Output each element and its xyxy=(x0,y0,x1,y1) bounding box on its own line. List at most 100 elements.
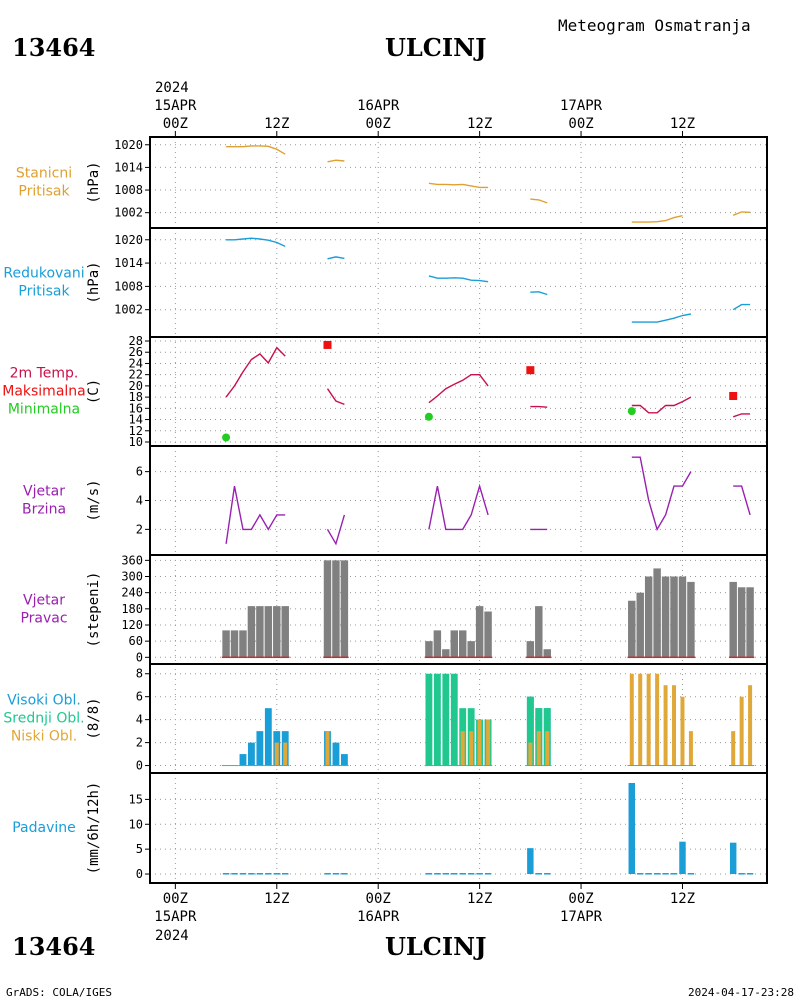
panel-label: Padavine xyxy=(12,820,76,836)
y-tick-label: 14 xyxy=(129,413,143,427)
x-hour-label-bottom: 12Z xyxy=(264,891,289,907)
cloud-mid-bar xyxy=(526,696,534,766)
wind-direction-bar xyxy=(230,630,239,658)
cloud-low-bar xyxy=(646,673,651,766)
y-tick-label: 1002 xyxy=(114,303,143,317)
wind-direction-bar xyxy=(729,581,737,658)
x-date-label-bottom: 17APR xyxy=(560,909,603,925)
y-tick-label: 2 xyxy=(136,522,143,536)
y-tick-label: 22 xyxy=(129,368,143,382)
cloud-low-bar xyxy=(739,696,744,766)
panel-label: 2m Temp. xyxy=(10,366,79,382)
y-tick-label: 1014 xyxy=(114,256,143,270)
panel-label: Redukovani xyxy=(3,266,84,282)
series-line xyxy=(225,485,286,544)
precip-bar xyxy=(239,873,247,875)
series-line xyxy=(530,291,548,296)
panel-frame xyxy=(149,772,768,884)
y-tick-label: 1020 xyxy=(114,233,143,247)
y-tick-label: 4 xyxy=(136,494,143,508)
wind-direction-bar xyxy=(636,592,644,658)
wind-direction-bar xyxy=(526,641,535,658)
panel-label: Vjetar xyxy=(23,484,65,500)
wind-direction-bar xyxy=(281,606,289,658)
precip-bar xyxy=(434,873,441,875)
precip-bar xyxy=(265,873,272,875)
series-line xyxy=(226,237,286,248)
precip-bar xyxy=(467,873,475,875)
series-line xyxy=(327,256,345,260)
series-line xyxy=(631,396,692,414)
min-temp-marker xyxy=(222,433,231,442)
y-tick-label: 6 xyxy=(136,690,143,704)
wind-direction-bar xyxy=(687,581,695,658)
wind-direction-bar xyxy=(535,606,543,658)
panel-label: Maksimalna xyxy=(2,384,86,400)
x-hour-label-bottom: 12Z xyxy=(467,891,492,907)
y-tick-label: 0 xyxy=(136,759,143,773)
panel-frame xyxy=(149,227,768,338)
panel-label: Stanicni xyxy=(16,166,72,182)
wind-direction-bar xyxy=(746,587,754,658)
panel-label: Visoki Obl. xyxy=(7,693,81,709)
y-tick-label: 6 xyxy=(136,465,143,479)
cloud-mid-bar xyxy=(433,673,441,766)
series-line xyxy=(226,145,286,155)
y-tick-label: 1014 xyxy=(114,160,143,174)
max-temp-marker xyxy=(729,391,738,400)
y-tick-label: 18 xyxy=(129,390,143,404)
x-hour-label-top: 12Z xyxy=(264,116,289,132)
series-line xyxy=(530,405,548,408)
station-name-bottom: ULCINJ xyxy=(385,932,486,961)
cloud-low-bar xyxy=(629,673,634,766)
wind-direction-bar xyxy=(433,630,442,658)
precip-bar xyxy=(341,873,348,875)
y-tick-label: 8 xyxy=(136,667,143,681)
precip-bar xyxy=(273,873,281,875)
precip-bar xyxy=(256,873,264,875)
y-axis-unit-label: (m/s) xyxy=(86,479,102,521)
cloud-low-bar xyxy=(477,719,482,766)
max-temp-marker xyxy=(323,340,332,349)
series-line xyxy=(530,198,548,204)
precip-bar xyxy=(738,873,745,875)
cloud-high-bar xyxy=(256,731,264,766)
x-hour-label-top: 00Z xyxy=(568,116,593,132)
wind-direction-bar xyxy=(737,587,746,658)
precip-bar xyxy=(662,873,669,875)
y-tick-label: 20 xyxy=(129,379,143,393)
y-tick-label: 10 xyxy=(129,817,143,831)
series-line xyxy=(326,388,345,406)
wind-direction-bar xyxy=(628,600,636,658)
precip-bar xyxy=(484,873,492,875)
series-line xyxy=(631,215,683,223)
y-tick-label: 4 xyxy=(136,713,143,727)
wind-direction-bar xyxy=(323,560,332,658)
cloud-high-bar xyxy=(264,708,272,766)
cloud-high-bar xyxy=(332,742,340,766)
precip-bar xyxy=(729,842,737,875)
wind-direction-bar xyxy=(475,606,484,658)
station-name-top: ULCINJ xyxy=(385,33,486,62)
wind-direction-bar xyxy=(256,606,264,658)
wind-direction-bar xyxy=(222,630,230,658)
y-tick-label: 0 xyxy=(136,867,143,881)
y-axis-unit-label: (stepeni) xyxy=(86,572,102,648)
wind-direction-bar xyxy=(247,606,256,658)
precip-bar xyxy=(476,873,483,875)
chart-subtitle: Meteogram Osmatranja xyxy=(558,16,751,35)
series-line xyxy=(327,159,345,163)
wind-direction-bar xyxy=(653,568,661,658)
series-line xyxy=(733,485,751,516)
plot-layer: 1002100810141020(hPa)StanicniPritisak100… xyxy=(2,98,768,925)
cloud-low-bar xyxy=(688,731,693,766)
x-hour-label-top: 12Z xyxy=(670,116,695,132)
cloud-low-bar xyxy=(460,731,465,766)
y-tick-label: 1008 xyxy=(114,279,143,293)
year-label-bottom: 2024 xyxy=(155,928,189,944)
wind-direction-bar xyxy=(442,649,450,658)
footer-timestamp: 2024-04-17-23:28 xyxy=(688,986,794,999)
cloud-high-bar xyxy=(247,742,255,766)
precip-bar xyxy=(527,848,534,875)
